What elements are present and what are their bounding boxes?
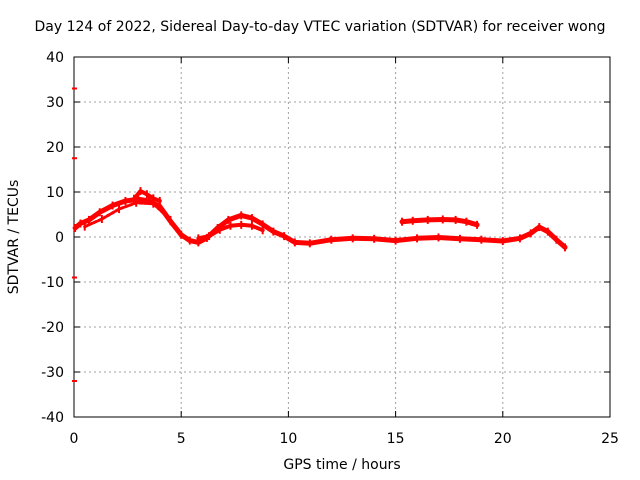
- x-tick-label: 0: [70, 431, 79, 447]
- series-main-track: [72, 196, 568, 250]
- x-tick-label: 10: [279, 431, 297, 447]
- x-tick-label: 5: [177, 431, 186, 447]
- y-tick-label: -30: [41, 365, 64, 381]
- x-axis-label: GPS time / hours: [283, 457, 401, 473]
- x-tick-label: 15: [387, 431, 405, 447]
- y-tick-label: -20: [41, 320, 64, 336]
- chart-title: Day 124 of 2022, Sidereal Day-to-day VTE…: [34, 19, 606, 35]
- x-tick-label: 25: [601, 431, 619, 447]
- y-tick-label: -40: [41, 410, 64, 426]
- tick-layer: 0 5 10 15 20 25 40 30 20 10 0 -10 -20 -30 -40: [41, 50, 619, 447]
- y-tick-label: 40: [46, 50, 64, 66]
- x-tick-label: 20: [494, 431, 512, 447]
- y-tick-label: 10: [46, 185, 64, 201]
- y-tick-label: 20: [46, 140, 64, 156]
- series-dashed-segment: [83, 201, 172, 229]
- y-tick-label: -10: [41, 275, 64, 291]
- y-tick-label: 0: [55, 230, 64, 246]
- y-tick-label: 30: [46, 95, 64, 111]
- series-layer: [72, 87, 568, 382]
- y-axis-label: SDTVAR / TECUs: [6, 179, 22, 295]
